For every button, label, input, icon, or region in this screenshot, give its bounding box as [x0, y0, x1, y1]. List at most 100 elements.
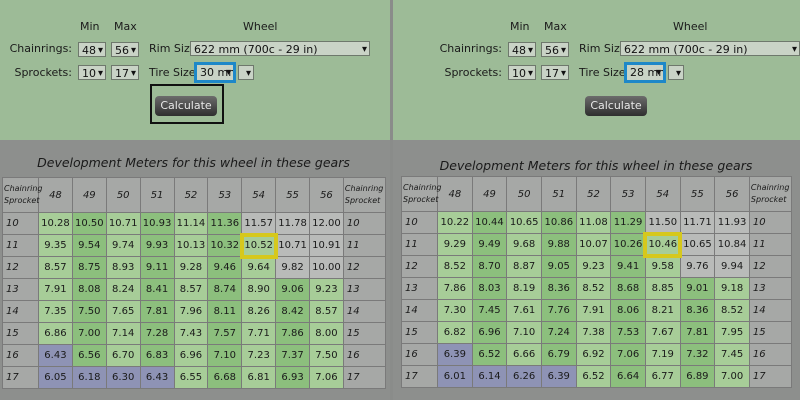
chainrings-label: Chainrings: — [439, 42, 502, 55]
development-cell: 10.84 — [714, 233, 750, 256]
sprocket-label: 15 — [748, 321, 792, 344]
tire-size-select[interactable]: 28 mm — [624, 62, 666, 83]
tire-size-select[interactable]: 30 mm — [194, 62, 236, 83]
development-cell: 9.88 — [540, 233, 577, 256]
development-cell: 9.49 — [471, 233, 508, 256]
chainrings-max-select[interactable]: 56 — [541, 42, 569, 57]
development-cell: 6.26 — [506, 365, 542, 388]
development-cell: 9.74 — [105, 234, 141, 257]
development-cell: 6.39 — [540, 365, 577, 388]
sprocket-label: 15 — [2, 322, 39, 345]
sprocket-label: 11 — [2, 234, 39, 257]
development-cell: 7.86 — [275, 322, 310, 345]
development-cell: 8.74 — [207, 278, 243, 301]
development-cell: 7.30 — [437, 299, 473, 322]
development-cell: 7.95 — [714, 321, 750, 344]
development-cell: 9.35 — [38, 234, 73, 257]
rim-size-select[interactable]: 622 mm (700c - 29 in) — [190, 41, 370, 56]
development-cell: 10.46 — [643, 231, 683, 258]
development-cell: 11.78 — [275, 212, 310, 235]
development-cell: 6.18 — [71, 366, 107, 389]
development-cell: 11.29 — [610, 211, 646, 234]
development-cell: 6.70 — [105, 344, 141, 367]
development-cell: 7.06 — [309, 366, 344, 389]
development-cell: 10.93 — [139, 212, 175, 235]
development-cell: 6.66 — [506, 343, 542, 366]
development-cell: 7.43 — [173, 322, 209, 345]
chainring-header: 56 — [309, 177, 344, 213]
sprocket-label: 12 — [748, 255, 792, 278]
sprocket-label: 12 — [401, 255, 438, 278]
tire-size-label: Tire Size: — [579, 66, 630, 79]
chainring-header: 48 — [38, 177, 73, 213]
sprockets-min-select[interactable]: 10 — [508, 65, 536, 80]
development-cell: 10.00 — [309, 256, 344, 279]
development-cell: 7.32 — [679, 343, 716, 366]
development-cell: 7.24 — [540, 321, 577, 344]
calculate-button[interactable]: Calculate — [155, 96, 217, 116]
development-cell: 8.68 — [610, 277, 646, 300]
chainring-header: 50 — [105, 177, 141, 213]
development-cell: 11.57 — [241, 212, 277, 235]
corner-cell: Chainring Sprocket — [342, 177, 386, 213]
tire-size-arrow[interactable] — [668, 65, 684, 80]
development-cell: 6.92 — [575, 343, 612, 366]
development-cell: 7.38 — [575, 321, 612, 344]
development-cell: 9.11 — [139, 256, 175, 279]
development-cell: 6.43 — [38, 344, 73, 367]
rim-size-select[interactable]: 622 mm (700c - 29 in) — [620, 41, 800, 56]
corner-bottom: Sprocket — [4, 196, 40, 205]
sprocket-label: 15 — [342, 322, 386, 345]
corner-bottom: Sprocket — [403, 195, 439, 204]
development-cell: 8.87 — [506, 255, 542, 278]
sprocket-label: 12 — [2, 256, 39, 279]
development-cell: 10.07 — [575, 233, 612, 256]
development-cell: 7.35 — [38, 300, 73, 323]
table-row: 13 7.86 8.03 8.19 8.36 8.52 8.68 8.85 9.01 9.18 13 — [401, 277, 792, 300]
chainring-header: 49 — [471, 176, 508, 212]
sprocket-label: 13 — [342, 278, 386, 301]
development-cell: 11.71 — [679, 211, 716, 234]
tire-size-arrow[interactable] — [238, 65, 254, 80]
development-cell: 10.71 — [105, 212, 141, 235]
sprockets-max-select[interactable]: 17 — [541, 65, 569, 80]
development-cell: 7.53 — [610, 321, 646, 344]
development-cell: 9.94 — [714, 255, 750, 278]
development-cell: 9.23 — [575, 255, 612, 278]
chainring-header: 51 — [139, 177, 175, 213]
sprockets-max-select[interactable]: 17 — [111, 65, 139, 80]
development-cell: 9.18 — [714, 277, 750, 300]
calculate-button[interactable]: Calculate — [585, 96, 647, 116]
development-cell: 7.45 — [714, 343, 750, 366]
chainrings-min-select[interactable]: 48 — [508, 42, 536, 57]
table-row: 16 6.39 6.52 6.66 6.79 6.92 7.06 7.19 7.32 7.45 16 — [401, 343, 792, 366]
development-cell: 9.58 — [644, 255, 681, 278]
chainring-header: 49 — [71, 177, 107, 213]
development-cell: 7.00 — [71, 322, 107, 345]
development-cell: 9.29 — [437, 233, 473, 256]
header-row: Chainring Sprocket 48 49 50 51 52 53 54 55 56 Chain… — [2, 177, 386, 213]
development-cell: 8.52 — [437, 255, 473, 278]
sprocket-label: 16 — [401, 343, 438, 366]
development-cell: 8.70 — [471, 255, 508, 278]
chainrings-label: Chainrings: — [9, 42, 72, 55]
development-cell: 8.36 — [540, 277, 577, 300]
corner-bottom: Sprocket — [344, 196, 381, 205]
chainring-header: 51 — [540, 176, 577, 212]
panel: Min Max Wheel Chainrings: 48 56 Sprockets: 10 17… — [393, 0, 800, 400]
sprockets-min-select[interactable]: 10 — [78, 65, 106, 80]
development-cell: 10.71 — [275, 234, 310, 257]
development-cell: 9.93 — [139, 234, 175, 257]
development-cell: 8.19 — [506, 277, 542, 300]
development-cell: 10.65 — [506, 211, 542, 234]
development-cell: 6.01 — [437, 365, 473, 388]
sprocket-label: 10 — [401, 211, 438, 234]
chainrings-min-select[interactable]: 48 — [78, 42, 106, 57]
corner-top: Chainring — [4, 184, 43, 193]
development-cell: 6.83 — [139, 344, 175, 367]
chainrings-max-select[interactable]: 56 — [111, 42, 139, 57]
development-cell: 6.96 — [173, 344, 209, 367]
chainring-header: 56 — [714, 176, 750, 212]
tire-size-label: Tire Size: — [149, 66, 200, 79]
sprocket-label: 13 — [401, 277, 438, 300]
